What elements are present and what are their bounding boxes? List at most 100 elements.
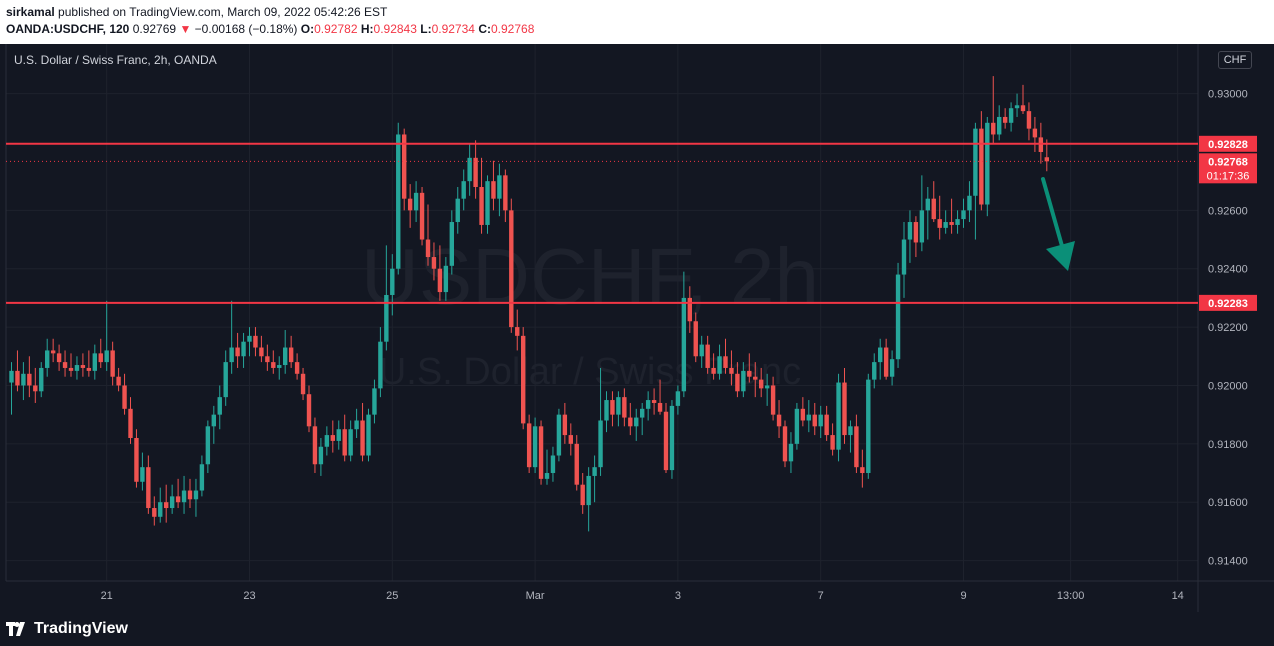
candle-up [229,347,234,363]
tradingview-logo[interactable]: TradingView [6,618,128,640]
candle-down [437,268,443,293]
candle-down [1044,157,1049,162]
candle-down [574,443,579,485]
candle-down [776,414,782,427]
candle-up [354,420,359,430]
candle-up [348,429,353,456]
candle-up [901,239,907,275]
candle-up [211,414,216,427]
candle-up [390,268,395,295]
candle-down [253,335,258,348]
candle-down [979,128,984,205]
time-tick-label: 3 [675,590,681,602]
candle-up [848,426,853,436]
candle-down [568,435,573,444]
close-value: 0.92768 [490,22,535,36]
change-arrow-icon: ▼ [179,22,192,36]
currency-button[interactable]: CHF [1218,51,1252,69]
candle-up [461,181,466,199]
candle-up [199,464,205,491]
candle-up [324,435,330,447]
level-label-bg [1199,135,1257,152]
candle-up [217,397,222,415]
candle-down [753,376,758,380]
time-axis: 21 23 25 Mar 3 7 9 13:00 14 [101,590,1184,602]
candle-down [711,367,716,374]
candle-up [806,414,811,421]
price-tick-label: 0.92600 [1208,205,1248,217]
watermark-symbol: USDCHF, 2h [361,232,819,321]
candle-up [223,362,228,398]
price-tick-label: 0.92400 [1208,264,1248,276]
current-price-label-bg [1199,153,1257,184]
candle-down [342,429,347,456]
candle-up [104,350,109,363]
candle-up [318,446,324,465]
candle-down [330,435,335,441]
candle-down [729,367,734,374]
candle-up [967,195,972,211]
candle-down [705,344,710,368]
candle-down [98,353,103,363]
candle-down [562,414,568,436]
candle-down [175,496,181,503]
time-tick-label: 9 [960,590,966,602]
candle-down [830,435,835,450]
candle-down [152,508,157,517]
candle-down [187,490,193,500]
candle-down [116,376,121,386]
candle-down [949,222,954,225]
candle-down [782,426,788,462]
candle-up [669,405,675,471]
candle-down [259,347,264,357]
logo-text: TradingView [34,620,128,637]
candle-up [741,370,746,392]
candle-down [1020,105,1026,112]
candle-up [717,356,722,374]
chart-area[interactable]: USDCHF, 2h U.S. Dollar / Swiss Franc 0.9… [0,44,1274,612]
candle-up [205,426,211,465]
candle-down [265,356,270,363]
candle-down [580,484,585,506]
candlestick-chart[interactable]: USDCHF, 2h U.S. Dollar / Swiss Franc 0.9… [0,44,1274,612]
candle-down [693,321,698,357]
horizontal-levels: 0.92828 0.92283 0.92768 01:17:36 [6,135,1257,311]
candle-down [883,347,889,377]
candle-down [425,239,431,258]
author-name[interactable]: sirkamal [6,5,55,19]
candle-down [134,437,139,482]
candle-up [140,467,145,482]
candle-up [158,502,163,517]
candle-down [68,367,74,371]
candle-down [473,157,478,188]
last-price: 0.92769 [132,22,177,36]
candle-down [526,423,532,468]
level-label: 0.92283 [1208,298,1248,310]
time-tick-label: 25 [386,590,398,602]
candle-down [479,187,484,225]
candle-up [675,391,681,406]
candle-up [1008,108,1014,123]
candle-down [860,467,865,474]
candle-up [45,350,50,368]
high-value: 0.92843 [373,22,417,36]
candle-down [306,394,312,427]
footer: TradingView [0,612,1274,646]
candle-down [128,408,133,438]
candle-up [449,222,454,266]
candle-down [33,385,38,392]
candle-up [598,420,603,468]
arrow-shaft [1041,177,1066,255]
candle-up [872,362,877,380]
time-tick-label: 14 [1172,590,1184,602]
candle-down [15,370,20,386]
price-tick-label: 0.92000 [1208,380,1248,392]
candle-up [181,490,187,503]
level-label-bg [1199,294,1257,311]
high-label: H: [360,22,374,36]
candle-down [164,502,169,509]
symbol-label: OANDA:USDCHF, 120 [6,22,130,36]
down-arrow-annotation [1041,177,1075,271]
candle-down [312,426,318,465]
candle-down [50,350,56,354]
